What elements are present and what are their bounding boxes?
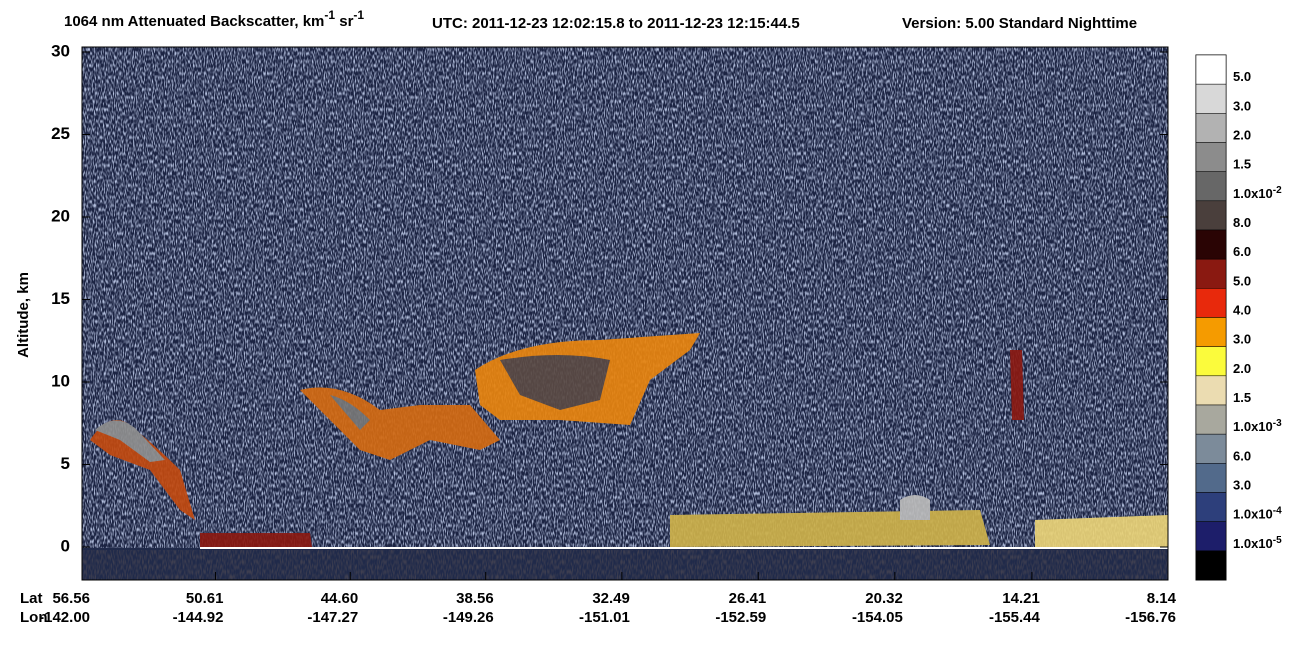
y-tick-label: 10 (51, 371, 70, 390)
lon-label: -151.01 (579, 609, 630, 626)
lon-label: -142.00 (39, 609, 90, 626)
title-time: UTC: 2011-12-23 12:02:15.8 to 2011-12-23… (432, 15, 800, 32)
colorbar-label: 4.0 (1233, 303, 1251, 318)
colorbar-label-text: 2.0 (1233, 128, 1251, 143)
colorbar-swatch (1195, 200, 1227, 231)
colorbar-label-text: 5.0 (1233, 70, 1251, 85)
colorbar-label: 8.0 (1233, 215, 1251, 230)
lon-label: -147.27 (307, 609, 358, 626)
colorbar-swatch (1195, 521, 1227, 552)
x-tick-label: 26.41 (729, 590, 767, 607)
y-tick-label: 25 (51, 124, 70, 143)
colorbar-label: 1.5 (1233, 157, 1251, 172)
title-version: Version: 5.00 Standard Nighttime (902, 15, 1137, 32)
colorbar-label-text: 2.0 (1233, 361, 1251, 376)
x-tick-label: 32.49 (592, 590, 630, 607)
x-tick-label: 20.32 (865, 590, 903, 607)
colorbar-label: 3.0 (1233, 478, 1251, 493)
colorbar-label: 1.0x10-4 (1233, 505, 1282, 522)
colorbar-label-exp: -4 (1273, 505, 1282, 516)
x-tick-label: 50.61 (186, 590, 224, 607)
colorbar-swatch (1195, 346, 1227, 377)
x-tick-label: 14.21 (1002, 590, 1040, 607)
colorbar-label-text: 1.0x10 (1233, 186, 1273, 201)
colorbar-swatch (1195, 433, 1227, 464)
colorbar-label-text: 1.0x10 (1233, 507, 1273, 522)
colorbar-swatch (1195, 492, 1227, 522)
colorbar-swatch (1195, 229, 1227, 260)
colorbar-label-exp: -3 (1273, 418, 1282, 429)
backscatter-image (82, 47, 1168, 580)
colorbar-swatch (1195, 463, 1227, 493)
y-tick-label: 30 (51, 41, 70, 60)
x-tick-label: 44.60 (321, 590, 359, 607)
plot-frame (81, 46, 1169, 581)
lon-label: -149.26 (443, 609, 494, 626)
title: 1064 nm Attenuated Backscatter, km-1 sr-… (64, 8, 1137, 32)
colorbar-label-text: 1.0x10 (1233, 536, 1273, 551)
colorbar-swatch (1195, 317, 1227, 347)
lon-row-label: Lon (20, 609, 48, 626)
colorbar-label: 6.0 (1233, 449, 1251, 464)
y-axis-label: Altitude, km (15, 272, 32, 358)
colorbar-label: 6.0 (1233, 245, 1251, 260)
colorbar-label-text: 4.0 (1233, 303, 1251, 318)
y-tick-label: 20 (51, 206, 70, 225)
lon-label: -154.05 (852, 609, 903, 626)
colorbar-swatch (1195, 83, 1227, 114)
x-tick-label: 38.56 (456, 590, 494, 607)
colorbar-swatch (1195, 142, 1227, 172)
colorbar-swatch (1195, 54, 1227, 85)
colorbar-label-exp: -2 (1273, 184, 1282, 195)
colorbar-swatch (1195, 171, 1227, 202)
colorbar-swatch (1195, 375, 1227, 406)
colorbar-label: 1.0x10-2 (1233, 184, 1282, 201)
colorbar-label: 2.0 (1233, 128, 1251, 143)
lon-label: -152.59 (715, 609, 766, 626)
y-tick-label: 5 (61, 454, 70, 473)
x-tick-label: 56.56 (52, 590, 90, 607)
lon-label: -156.76 (1125, 609, 1176, 626)
colorbar-label-text: 5.0 (1233, 274, 1251, 289)
lon-label: -155.44 (989, 609, 1041, 626)
lat-row-label: Lat (20, 590, 43, 607)
colorbar-label-exp: -5 (1273, 534, 1282, 545)
colorbar-label: 1.0x10-3 (1233, 418, 1282, 435)
colorbar-label: 5.0 (1233, 70, 1251, 85)
colorbar-label: 1.0x10-5 (1233, 534, 1282, 551)
colorbar-swatch (1195, 288, 1227, 318)
colorbar-label-text: 8.0 (1233, 215, 1251, 230)
colorbar-label: 2.0 (1233, 361, 1251, 376)
colorbar-label: 3.0 (1233, 332, 1251, 347)
colorbar-label: 5.0 (1233, 274, 1251, 289)
colorbar-label: 1.5 (1233, 390, 1251, 405)
lon-label: -144.92 (173, 609, 224, 626)
colorbar-swatch (1195, 404, 1227, 435)
y-tick-label: 0 (61, 536, 70, 555)
colorbar-label-text: 6.0 (1233, 449, 1251, 464)
colorbar-swatch (1195, 258, 1227, 289)
colorbar-label-text: 3.0 (1233, 99, 1251, 114)
x-tick-label: 8.14 (1147, 590, 1177, 607)
title-main: 1064 nm Attenuated Backscatter, km-1 sr-… (64, 8, 364, 30)
colorbar-label-text: 6.0 (1233, 245, 1251, 260)
colorbar-label-text: 3.0 (1233, 332, 1251, 347)
colorbar-label: 3.0 (1233, 99, 1251, 114)
colorbar-label-text: 1.5 (1233, 390, 1251, 405)
colorbar-label-text: 1.0x10 (1233, 420, 1273, 435)
colorbar-label-text: 1.5 (1233, 157, 1251, 172)
y-tick-label: 15 (51, 289, 70, 308)
colorbar-label-text: 3.0 (1233, 478, 1251, 493)
colorbar-swatch (1195, 550, 1227, 581)
colorbar-swatch (1195, 113, 1227, 143)
